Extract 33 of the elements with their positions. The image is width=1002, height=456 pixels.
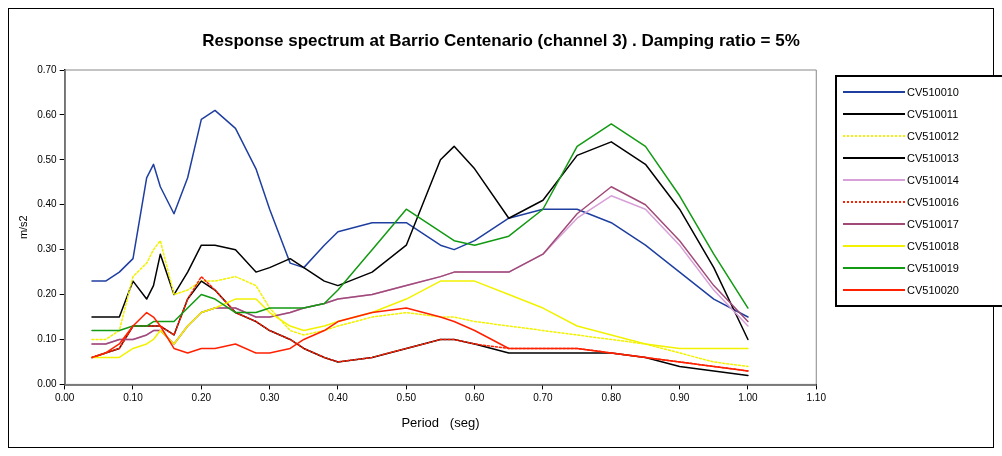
legend-label: CV510019 <box>907 262 959 274</box>
x-tick-label: 0.10 <box>123 392 144 404</box>
y-tick-label: 0.10 <box>37 333 58 345</box>
legend-label: CV510018 <box>907 240 959 252</box>
legend-label: CV510010 <box>907 86 959 98</box>
chart-title: Response spectrum at Barrio Centenario (channel 3) . Damping ratio = 5% <box>201 30 801 52</box>
y-tick-label: 0.60 <box>37 108 58 120</box>
x-tick-label: 0.40 <box>328 392 349 404</box>
x-tick-label: 0.90 <box>669 392 690 404</box>
legend-label: CV510013 <box>907 152 959 164</box>
x-tick-label: 0.20 <box>191 392 212 404</box>
x-tick-label: 0.70 <box>533 392 554 404</box>
y-tick-label: 0.00 <box>37 378 58 390</box>
y-tick-label: 0.40 <box>37 198 58 210</box>
x-tick-label: 0.60 <box>464 392 485 404</box>
legend-label: CV510012 <box>907 130 959 142</box>
x-tick-label: 0.50 <box>396 392 417 404</box>
x-tick-label: 1.00 <box>738 392 759 404</box>
x-axis-title: Period (seg) <box>401 414 480 430</box>
y-tick-label: 0.20 <box>37 288 58 300</box>
x-tick-label: 0.30 <box>259 392 280 404</box>
legend-label: CV510020 <box>907 284 959 296</box>
legend-label: CV510016 <box>907 196 959 208</box>
y-axis-title: m/s2 <box>16 215 29 240</box>
y-tick-label: 0.70 <box>37 63 58 75</box>
legend-label: CV510017 <box>907 218 959 230</box>
legend-label: CV510014 <box>907 174 959 186</box>
x-tick-label: 1.10 <box>806 392 827 404</box>
y-tick-label: 0.30 <box>37 243 58 255</box>
x-tick-label: 0.00 <box>54 392 75 404</box>
y-tick-label: 0.50 <box>37 153 58 165</box>
legend-label: CV510011 <box>907 108 959 120</box>
x-tick-label: 0.80 <box>601 392 622 404</box>
